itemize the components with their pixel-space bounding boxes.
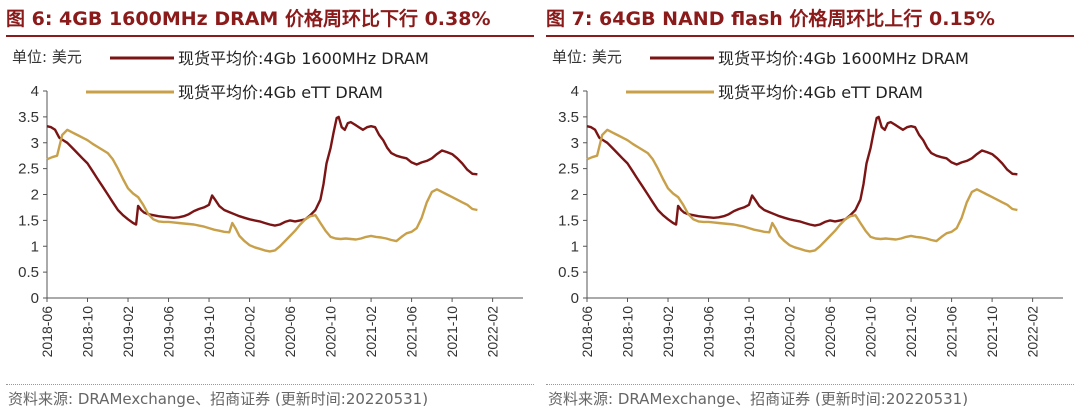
x-tick-label: 2019-10 — [741, 306, 757, 358]
series-line-1600mhz-dram — [46, 115, 478, 227]
x-tick-label: 2020-02 — [242, 306, 258, 358]
series-line-1600mhz-dram — [586, 115, 1018, 227]
line-chart-fig6: 单位: 美元 0 0.5 1 1.5 2 2.5 3 3.5 4 2018-06 2018-10 201… — [12, 48, 523, 358]
x-tick-label: 2021-02 — [363, 306, 379, 358]
source-note: 资料来源: DRAMexchange、招商证券 (更新时间:20220531) — [8, 390, 429, 408]
unit-label: 单位: 美元 — [12, 48, 82, 66]
legend-label: 现货平均价:4Gb eTT DRAM — [178, 83, 383, 102]
y-tick-label: 0.5 — [18, 264, 39, 281]
unit-label: 单位: 美元 — [552, 48, 622, 66]
y-tick-label: 3 — [571, 135, 579, 152]
series-line-ett-dram — [46, 128, 478, 253]
source-note: 资料来源: DRAMexchange、招商证券 (更新时间:20220531) — [548, 390, 969, 408]
x-tick-label: 2020-06 — [282, 306, 298, 358]
series-line-ett-dram — [586, 128, 1018, 253]
x-tick-label: 2021-06 — [404, 306, 420, 358]
source-divider — [6, 384, 534, 385]
chart-panel-fig6: 图 6: 4GB 1600MHz DRAM 价格周环比下行 0.38% 单位: … — [6, 0, 534, 413]
x-tick-label: 2019-06 — [161, 306, 177, 358]
y-tick-label: 2.5 — [18, 161, 39, 178]
title-divider — [546, 35, 1074, 37]
legend-label: 现货平均价:4Gb eTT DRAM — [718, 83, 923, 102]
x-tick-label: 2022-02 — [1025, 306, 1041, 358]
title-divider — [6, 35, 534, 37]
y-tick-label: 2.5 — [558, 161, 579, 178]
y-tick-label: 2 — [571, 187, 579, 204]
x-tick-label: 2020-10 — [863, 306, 879, 358]
x-tick-label: 2022-02 — [485, 306, 501, 358]
y-tick-label: 4 — [31, 83, 39, 100]
chart-panel-fig7: 图 7: 64GB NAND flash 价格周环比上行 0.15% 单位: 美… — [546, 0, 1074, 413]
y-tick-label: 2 — [31, 187, 39, 204]
x-tick-label: 2019-10 — [201, 306, 217, 358]
y-tick-label: 3.5 — [558, 109, 579, 126]
y-tick-label: 3 — [31, 135, 39, 152]
x-tick-label: 2021-02 — [903, 306, 919, 358]
source-divider — [546, 384, 1074, 385]
x-tick-label: 2020-06 — [822, 306, 838, 358]
legend-label: 现货平均价:4Gb 1600MHz DRAM — [178, 49, 429, 68]
y-tick-label: 1 — [31, 238, 39, 255]
legend-label: 现货平均价:4Gb 1600MHz DRAM — [718, 49, 969, 68]
y-tick-label: 1 — [571, 238, 579, 255]
y-tick-label: 1.5 — [558, 212, 579, 229]
chart-title: 图 6: 4GB 1600MHz DRAM 价格周环比下行 0.38% — [6, 8, 491, 30]
x-tick-label: 2019-02 — [120, 306, 136, 358]
x-tick-label: 2019-02 — [660, 306, 676, 358]
y-tick-label: 0 — [31, 290, 39, 307]
chart-title: 图 7: 64GB NAND flash 价格周环比上行 0.15% — [546, 8, 995, 30]
y-tick-label: 1.5 — [18, 212, 39, 229]
y-tick-label: 0 — [571, 290, 579, 307]
y-tick-label: 4 — [571, 83, 579, 100]
x-tick-label: 2021-06 — [944, 306, 960, 358]
x-tick-label: 2018-06 — [39, 306, 55, 358]
x-tick-label: 2021-10 — [444, 306, 460, 358]
x-tick-label: 2020-10 — [323, 306, 339, 358]
x-tick-label: 2019-06 — [701, 306, 717, 358]
y-tick-label: 0.5 — [558, 264, 579, 281]
x-tick-label: 2018-06 — [579, 306, 595, 358]
x-tick-label: 2021-10 — [984, 306, 1000, 358]
x-tick-label: 2018-10 — [80, 306, 96, 358]
x-tick-label: 2018-10 — [620, 306, 636, 358]
y-tick-label: 3.5 — [18, 109, 39, 126]
line-chart-fig7: 单位: 美元 0 0.5 1 1.5 2 2.5 3 3.5 4 2018-06 2018-10 201… — [552, 48, 1063, 358]
x-tick-label: 2020-02 — [782, 306, 798, 358]
